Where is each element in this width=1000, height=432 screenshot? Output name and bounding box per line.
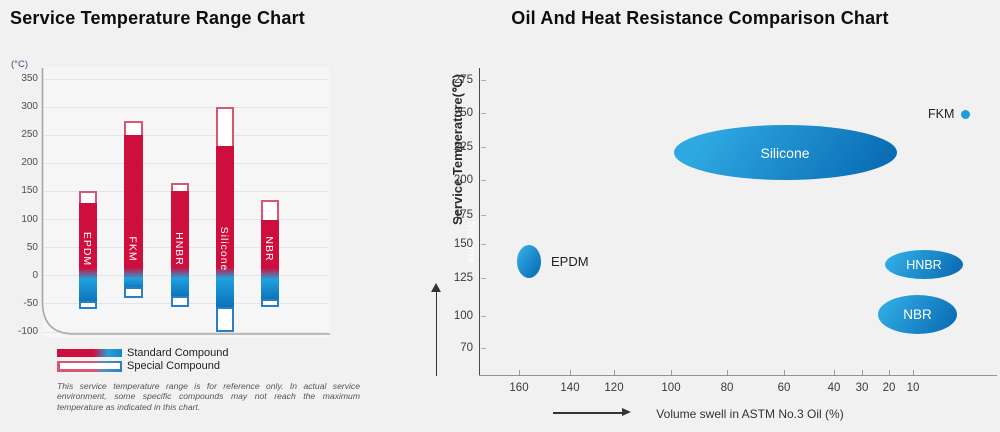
right-y-tick-225: [481, 147, 486, 149]
service-temperature-range-chart: Service Temperature Range Chart (°C) 350…: [0, 0, 430, 432]
y-axis-unit-label: (°C): [11, 59, 28, 70]
disclaimer-text: This service temperature range is for re…: [57, 381, 360, 412]
right-x-tick-60: [784, 369, 786, 375]
right-y-tick-200: [481, 180, 486, 182]
right-x-axis-title: Volume swell in ASTM No.3 Oil (%): [656, 407, 844, 421]
right-y-tick-70: [481, 348, 486, 350]
legend-swatch-special-inner: [59, 363, 120, 369]
bubble-Silicone: Silicone: [673, 125, 897, 180]
right-x-tick-100: [671, 369, 673, 375]
right-y-tick-175: [481, 215, 486, 217]
right-y-tick-label-150: 150: [453, 237, 473, 250]
y-tick-label-150: 150: [21, 185, 38, 197]
right-x-tick-10: [913, 369, 915, 375]
right-x-tick-label-160: 160: [509, 382, 529, 394]
y-tick-label--50: -50: [23, 297, 38, 309]
gridline-200: [43, 162, 327, 164]
bubble-label-HNBR: HNBR: [906, 257, 942, 272]
gridline-300: [43, 106, 327, 108]
right-y-tick-label-70: 70: [460, 341, 473, 354]
gridline-350: [43, 78, 327, 80]
annotation-EPDM: EPDM: [551, 254, 589, 269]
bar-FKM-standard: [124, 135, 143, 290]
left-chart-title: Service Temperature Range Chart: [10, 8, 305, 28]
right-x-tick-80: [727, 369, 729, 375]
right-y-tick-label-250: 250: [453, 106, 473, 119]
right-x-tick-160: [519, 369, 521, 375]
up-arrow-icon: [431, 283, 442, 292]
annotation-FKM: FKM: [928, 107, 955, 121]
legend-label-special-compound: Special Compound: [127, 360, 220, 372]
bubble-HNBR: HNBR: [885, 250, 963, 279]
right-x-tick-label-100: 100: [661, 382, 681, 394]
bar-label-Silicone: Silicone: [218, 226, 231, 272]
legend-swatch-special-compound: [57, 360, 122, 372]
right-x-tick-label-60: 60: [777, 382, 791, 394]
right-x-tick-40: [834, 369, 836, 375]
gridline--100: [43, 331, 327, 333]
right-x-tick-label-10: 10: [906, 382, 920, 394]
right-arrow-shaft: [553, 412, 623, 414]
right-x-tick-label-120: 120: [604, 382, 624, 394]
y-tick-label-50: 50: [26, 241, 38, 253]
right-x-tick-30: [862, 369, 864, 375]
right-y-tick-label-275: 275: [453, 73, 473, 86]
y-tick-label-300: 300: [21, 101, 38, 113]
right-x-tick-20: [889, 369, 891, 375]
bar-label-NBR: NBR: [263, 236, 275, 262]
right-x-axis-line: [479, 374, 997, 376]
right-x-tick-140: [570, 369, 572, 375]
y-tick-label--100: -100: [17, 326, 38, 337]
bar-HNBR-special-bottom: [170, 295, 190, 307]
right-y-tick-125: [481, 278, 486, 280]
bar-label-FKM: FKM: [126, 236, 139, 262]
bubble-FKM: [960, 109, 971, 120]
gridline-250: [43, 134, 327, 136]
right-y-tick-label-225: 225: [453, 140, 473, 153]
y-tick-label-350: 350: [21, 73, 38, 84]
bar-NBR-special-bottom: [260, 298, 280, 307]
right-y-tick-label-100: 100: [453, 309, 473, 322]
right-chart-title: Oil And Heat Resistance Comparison Chart: [511, 8, 889, 28]
right-x-tick-label-40: 40: [827, 382, 841, 394]
right-x-tick-120: [614, 369, 616, 375]
right-y-tick-label-125: 125: [453, 271, 473, 284]
y-tick-label-0: 0: [32, 269, 38, 281]
right-y-tick-250: [481, 113, 486, 115]
legend-label-standard-compound: Standard Compound: [127, 347, 229, 359]
bubble-EPDM: [517, 245, 541, 278]
bar-EPDM-special-bottom: [78, 301, 98, 310]
right-arrow-icon: [622, 408, 631, 417]
right-x-tick-label-30: 30: [855, 382, 869, 394]
y-tick-label-200: 200: [21, 157, 38, 169]
right-x-tick-label-20: 20: [882, 382, 896, 394]
right-y-tick-label-200: 200: [453, 173, 473, 186]
right-y-tick-275: [481, 80, 486, 82]
right-y-tick-150: [481, 244, 486, 246]
bar-label-EPDM: EPDM: [81, 231, 93, 267]
ghost-silicone-label: Silicone: [465, 221, 477, 264]
y-tick-label-250: 250: [21, 129, 38, 141]
bar-FKM-special-bottom: [124, 287, 143, 299]
right-x-tick-label-80: 80: [720, 382, 734, 394]
right-y-tick-label-175: 175: [453, 208, 473, 221]
bar-Silicone-special-top: [215, 107, 235, 149]
bubble-label-Silicone: Silicone: [760, 144, 810, 161]
bar-label-HNBR: HNBR: [173, 232, 185, 266]
legend-swatch-standard-compound: [57, 349, 122, 357]
bubble-label-NBR: NBR: [903, 306, 932, 322]
right-x-tick-label-140: 140: [560, 382, 580, 394]
right-y-axis-line: [478, 68, 480, 375]
up-arrow-shaft: [435, 292, 438, 376]
bubble-NBR: NBR: [878, 294, 957, 334]
right-y-tick-100: [481, 316, 486, 318]
bar-Silicone-special-bottom: [215, 307, 235, 332]
y-tick-label-100: 100: [21, 213, 38, 225]
